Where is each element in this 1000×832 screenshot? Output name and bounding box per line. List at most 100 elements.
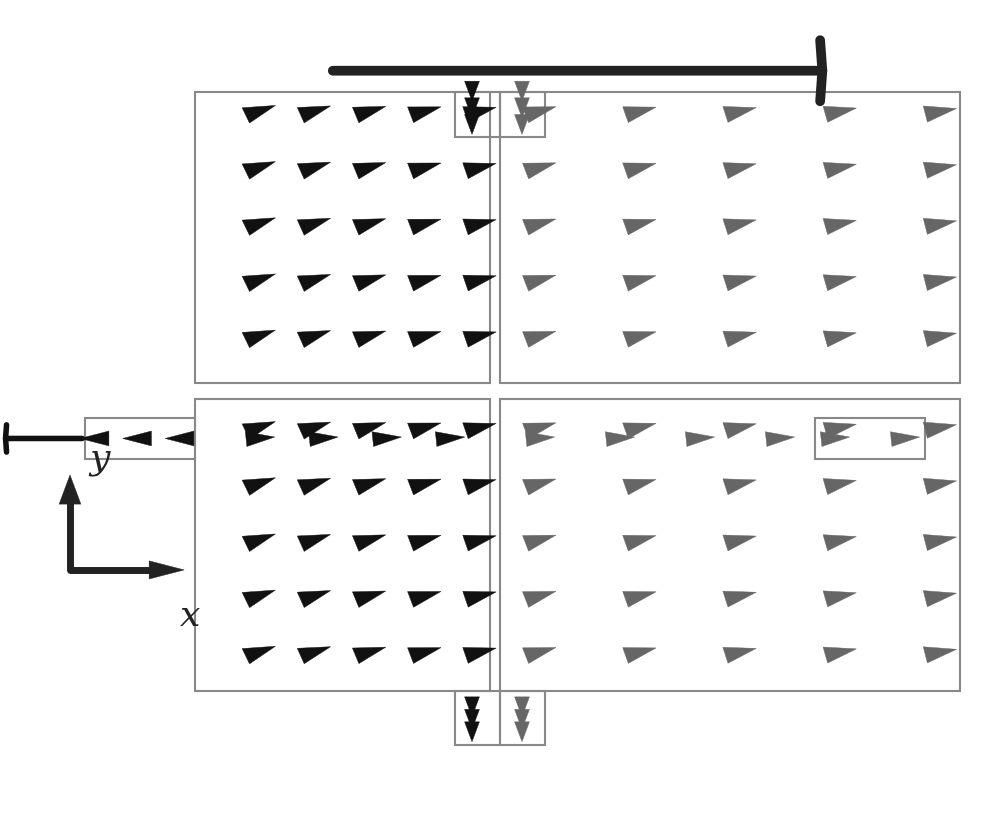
Polygon shape (408, 106, 441, 122)
Polygon shape (59, 475, 81, 504)
Polygon shape (523, 219, 556, 235)
Polygon shape (515, 115, 529, 134)
Polygon shape (352, 219, 386, 235)
Polygon shape (623, 275, 656, 291)
Polygon shape (623, 647, 656, 663)
Polygon shape (525, 432, 555, 447)
Polygon shape (623, 592, 656, 607)
Polygon shape (923, 646, 957, 663)
Polygon shape (623, 106, 656, 122)
Polygon shape (242, 646, 275, 664)
Polygon shape (523, 647, 556, 663)
Polygon shape (923, 330, 957, 347)
Polygon shape (352, 275, 386, 291)
Polygon shape (723, 331, 756, 347)
Polygon shape (408, 535, 441, 551)
Polygon shape (463, 592, 496, 607)
Polygon shape (123, 431, 151, 446)
Polygon shape (823, 275, 856, 290)
Polygon shape (623, 331, 656, 347)
Polygon shape (523, 106, 556, 122)
Polygon shape (923, 218, 957, 235)
Polygon shape (723, 219, 756, 235)
Polygon shape (723, 106, 756, 122)
Polygon shape (723, 162, 756, 179)
Polygon shape (242, 106, 275, 123)
Bar (85, 418, 195, 459)
Polygon shape (80, 431, 109, 446)
Polygon shape (823, 331, 856, 347)
Polygon shape (408, 647, 441, 663)
Polygon shape (352, 535, 386, 552)
Polygon shape (515, 697, 529, 716)
Polygon shape (242, 161, 275, 179)
Polygon shape (823, 423, 856, 438)
Text: x: x (180, 599, 200, 633)
Bar (195, 92, 490, 383)
Polygon shape (408, 331, 441, 347)
Polygon shape (463, 163, 496, 179)
Polygon shape (463, 535, 496, 551)
Polygon shape (723, 591, 756, 607)
Polygon shape (623, 479, 656, 495)
Polygon shape (463, 219, 496, 235)
Polygon shape (463, 479, 496, 495)
Polygon shape (765, 432, 795, 447)
Polygon shape (523, 331, 556, 347)
Polygon shape (465, 697, 479, 716)
Polygon shape (465, 722, 479, 742)
Bar (195, 399, 490, 691)
Polygon shape (523, 592, 556, 607)
Polygon shape (723, 275, 756, 291)
Polygon shape (923, 275, 957, 290)
Polygon shape (515, 98, 529, 117)
Polygon shape (623, 535, 656, 551)
Polygon shape (463, 423, 496, 438)
Polygon shape (723, 535, 756, 551)
Polygon shape (463, 647, 496, 663)
Polygon shape (408, 275, 441, 291)
Polygon shape (435, 432, 465, 447)
Polygon shape (463, 275, 496, 291)
Polygon shape (823, 219, 856, 235)
Polygon shape (523, 535, 556, 551)
Bar (815, 418, 925, 459)
Polygon shape (352, 331, 386, 348)
Polygon shape (823, 647, 856, 663)
Polygon shape (465, 98, 479, 117)
Polygon shape (685, 432, 715, 447)
Polygon shape (923, 106, 957, 122)
Polygon shape (923, 478, 957, 494)
Bar (500, 92, 960, 383)
Polygon shape (149, 561, 184, 579)
Bar (455, 691, 500, 745)
Polygon shape (465, 710, 479, 729)
Polygon shape (823, 478, 856, 494)
Polygon shape (297, 591, 331, 607)
Polygon shape (923, 162, 957, 178)
Text: y: y (90, 442, 110, 476)
Polygon shape (623, 163, 656, 179)
Polygon shape (297, 646, 331, 664)
Polygon shape (820, 432, 850, 447)
Polygon shape (523, 163, 556, 179)
Polygon shape (242, 478, 275, 495)
Polygon shape (372, 432, 401, 447)
Polygon shape (523, 275, 556, 291)
Bar (455, 92, 500, 137)
Polygon shape (823, 535, 856, 551)
Polygon shape (352, 478, 386, 495)
Polygon shape (297, 162, 331, 179)
Polygon shape (823, 106, 856, 122)
Polygon shape (823, 591, 856, 607)
Polygon shape (352, 106, 386, 123)
Polygon shape (352, 423, 386, 439)
Polygon shape (623, 219, 656, 235)
Polygon shape (408, 163, 441, 179)
Polygon shape (297, 534, 331, 552)
Polygon shape (165, 431, 194, 446)
Polygon shape (297, 275, 331, 291)
Polygon shape (242, 590, 275, 607)
Bar (500, 691, 545, 745)
Polygon shape (515, 710, 529, 729)
